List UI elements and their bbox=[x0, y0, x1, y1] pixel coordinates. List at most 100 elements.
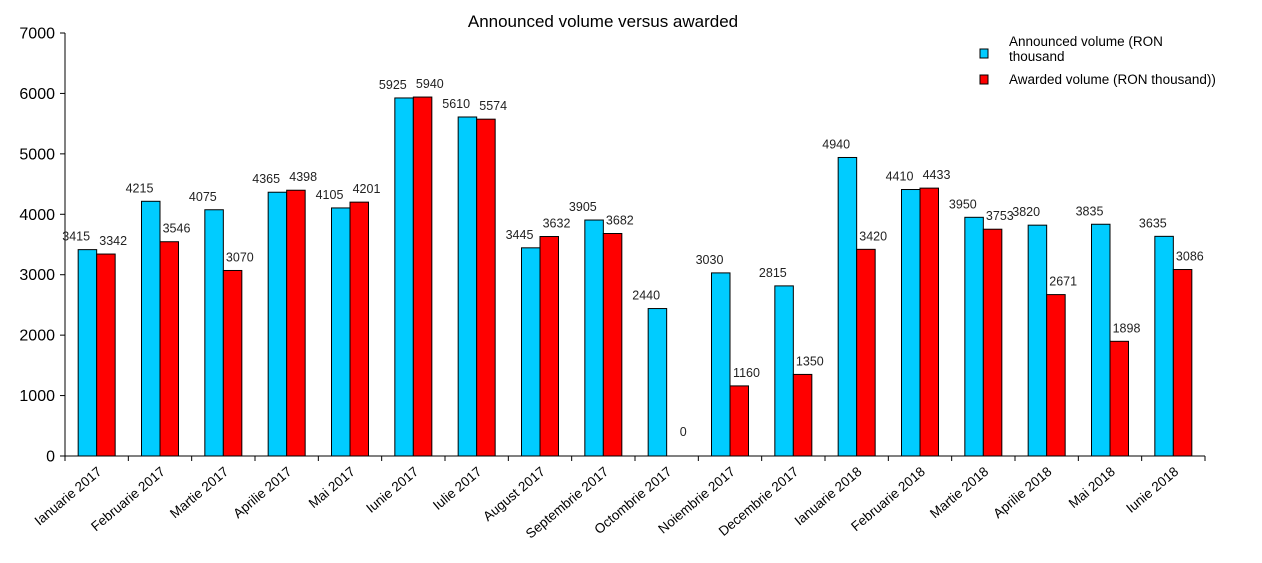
y-tick-label: 7000 bbox=[19, 26, 55, 43]
data-label-announced: 2815 bbox=[759, 266, 787, 280]
category-label: Iulie 2017 bbox=[430, 464, 485, 513]
bar-awarded bbox=[476, 118, 496, 457]
bar-announced bbox=[1027, 224, 1048, 457]
bar-announced bbox=[837, 156, 858, 457]
bar-awarded bbox=[792, 373, 813, 457]
legend-swatch-announced bbox=[979, 48, 989, 59]
data-label-awarded: 5574 bbox=[479, 99, 507, 113]
data-label-awarded: 1160 bbox=[733, 366, 760, 380]
legend-swatch-awarded bbox=[979, 74, 989, 85]
bar-awarded bbox=[1109, 340, 1129, 457]
bar-awarded bbox=[1172, 269, 1193, 457]
data-label-announced: 3835 bbox=[1076, 204, 1104, 218]
category-label: Mai 2018 bbox=[1066, 464, 1118, 511]
y-tick-label: 6000 bbox=[19, 86, 55, 103]
y-tick-label: 1000 bbox=[19, 388, 55, 405]
data-label-awarded: 4201 bbox=[353, 182, 381, 196]
data-label-awarded: 3753 bbox=[986, 209, 1014, 223]
category-label: Martie 2018 bbox=[927, 464, 991, 521]
data-label-announced: 4075 bbox=[189, 190, 217, 204]
bar-awarded bbox=[96, 253, 116, 457]
data-label-awarded: 3682 bbox=[606, 214, 634, 228]
data-label-announced: 5610 bbox=[442, 97, 470, 111]
data-label-awarded: 4433 bbox=[923, 168, 951, 182]
bar-awarded bbox=[602, 233, 623, 457]
bar-announced bbox=[331, 207, 351, 457]
bar-awarded bbox=[729, 385, 749, 457]
bar-awarded bbox=[286, 189, 306, 457]
data-label-awarded: 3086 bbox=[1176, 250, 1204, 264]
data-label-announced: 3445 bbox=[506, 228, 534, 242]
category-label: Iunie 2017 bbox=[363, 464, 421, 516]
category-label: Mai 2017 bbox=[306, 464, 358, 511]
category-label: Iunie 2018 bbox=[1123, 464, 1181, 516]
y-tick-label: 4000 bbox=[19, 207, 55, 224]
bar-awarded bbox=[159, 241, 179, 457]
bar-announced bbox=[901, 189, 921, 457]
plot-axes: 0 1000 2000 3000 4000 5000 6000 7000 bbox=[19, 26, 1206, 466]
bar-awarded bbox=[222, 269, 243, 457]
bar-awarded bbox=[856, 248, 876, 457]
data-label-announced: 3820 bbox=[1012, 205, 1040, 219]
bar-announced bbox=[521, 247, 541, 457]
data-label-awarded: 4398 bbox=[289, 170, 317, 184]
bar-awarded bbox=[539, 236, 559, 457]
data-label-announced: 2440 bbox=[632, 289, 660, 303]
bar-announced bbox=[964, 216, 984, 457]
bar-announced bbox=[204, 209, 224, 457]
bar-announced bbox=[1091, 223, 1111, 457]
bar-announced bbox=[267, 191, 288, 457]
bar-announced bbox=[711, 272, 731, 457]
data-label-announced: 3905 bbox=[569, 200, 597, 214]
data-label-awarded: 3632 bbox=[543, 217, 571, 231]
legend-label-announced: Announced volume (RON thousand bbox=[1009, 34, 1163, 64]
bar-awarded bbox=[1046, 294, 1066, 457]
bars-group bbox=[77, 96, 1193, 457]
data-label-awarded: 1898 bbox=[1113, 321, 1141, 335]
data-label-awarded: 3342 bbox=[99, 234, 127, 248]
bar-announced bbox=[394, 97, 414, 457]
category-label: Martie 2017 bbox=[167, 464, 231, 521]
data-label-awarded: 1350 bbox=[796, 354, 824, 368]
bar-announced bbox=[1154, 235, 1174, 457]
data-label-awarded: 3546 bbox=[163, 222, 191, 236]
category-label: August 2017 bbox=[480, 464, 548, 524]
y-tick-label: 3000 bbox=[19, 267, 55, 284]
bar-announced bbox=[584, 219, 604, 457]
data-label-announced: 3635 bbox=[1139, 216, 1167, 230]
data-label-announced: 4215 bbox=[126, 181, 154, 195]
category-label: Aprilie 2018 bbox=[990, 464, 1054, 521]
data-label-awarded: 3070 bbox=[226, 250, 254, 264]
bar-announced bbox=[457, 116, 478, 457]
y-tick-label: 2000 bbox=[19, 328, 55, 345]
data-labels-group: 3415 3342 4215 3546 4075 3070 4365 4398 4105 4201… bbox=[62, 77, 1204, 439]
category-label: Aprilie 2017 bbox=[230, 464, 294, 521]
data-label-announced: 3030 bbox=[696, 253, 724, 267]
bar-awarded bbox=[982, 228, 1003, 457]
y-tick-label: 5000 bbox=[19, 146, 55, 163]
bar-awarded bbox=[919, 187, 939, 457]
bar-awarded bbox=[412, 96, 433, 457]
data-label-awarded: 2671 bbox=[1049, 275, 1077, 289]
data-label-announced: 4410 bbox=[886, 170, 914, 184]
data-label-announced: 3950 bbox=[949, 197, 977, 211]
data-label-awarded: 3420 bbox=[859, 229, 887, 243]
bar-announced bbox=[647, 308, 668, 457]
data-label-announced: 4105 bbox=[316, 188, 344, 202]
data-label-announced: 4940 bbox=[822, 137, 850, 151]
data-label-announced: 4365 bbox=[252, 172, 280, 186]
chart-title: Announced volume versus awarded bbox=[468, 12, 738, 31]
bar-announced bbox=[77, 249, 98, 457]
y-tick-label: 0 bbox=[46, 449, 55, 466]
bar-announced bbox=[774, 285, 794, 457]
legend-label-awarded: Awarded volume (RON thousand)) bbox=[1009, 72, 1216, 87]
data-label-awarded: 0 bbox=[680, 425, 687, 439]
legend: Announced volume (RON thousand Awarded vol… bbox=[979, 34, 1216, 87]
bar-announced bbox=[141, 200, 161, 457]
data-label-announced: 5925 bbox=[379, 78, 407, 92]
data-label-announced: 3415 bbox=[62, 230, 90, 244]
bar-awarded bbox=[349, 201, 369, 457]
data-label-awarded: 5940 bbox=[416, 77, 444, 91]
